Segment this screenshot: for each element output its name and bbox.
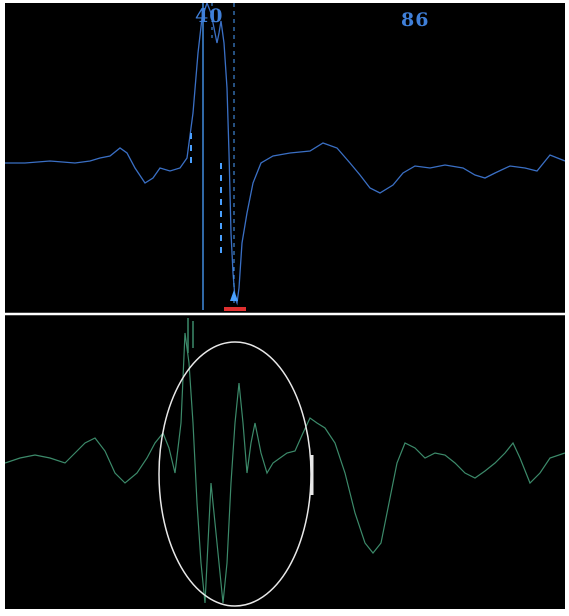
top-waveform-trace — [5, 3, 565, 306]
peak-arrow-marker — [230, 290, 238, 301]
bottom-panel — [5, 318, 565, 607]
readout-right: 86 — [401, 9, 430, 31]
bottom-waveform-trace — [5, 332, 565, 604]
top-panel — [5, 3, 565, 311]
waveform-canvas — [5, 3, 565, 607]
waveform-display: 40 86 — [5, 3, 565, 609]
region-highlight-ellipse — [158, 341, 312, 607]
readout-left: 40 — [195, 5, 224, 27]
baseline-marker — [224, 307, 246, 311]
